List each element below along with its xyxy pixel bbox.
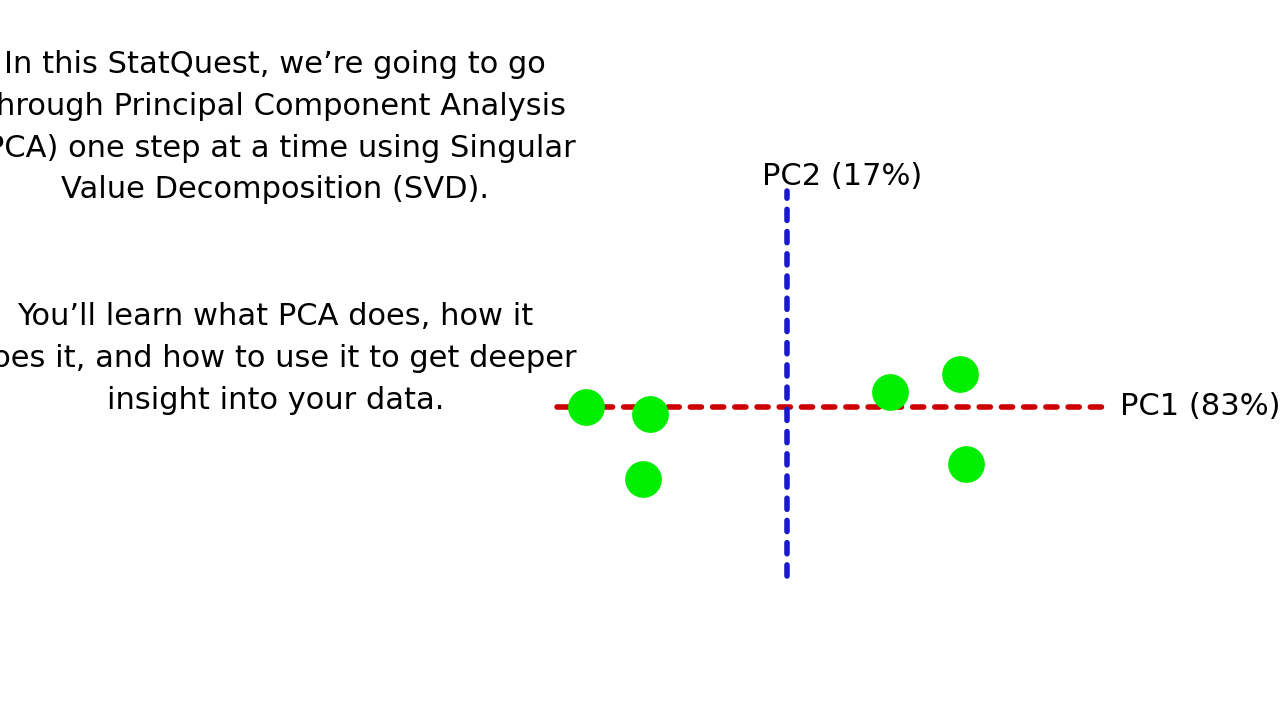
Point [640, 408, 660, 420]
Text: PC1 (83%): PC1 (83%) [1120, 392, 1280, 421]
Point [879, 387, 900, 398]
Text: You’ll learn what PCA does, how it
does it, and how to use it to get deeper
insi: You’ll learn what PCA does, how it does … [0, 302, 577, 415]
Text: In this StatQuest, we’re going to go
through Principal Component Analysis
(PCA) : In this StatQuest, we’re going to go thr… [0, 50, 576, 204]
Point [576, 401, 596, 413]
Point [950, 369, 970, 380]
Point [956, 459, 977, 470]
Point [632, 473, 653, 485]
Text: PC2 (17%): PC2 (17%) [762, 162, 922, 191]
